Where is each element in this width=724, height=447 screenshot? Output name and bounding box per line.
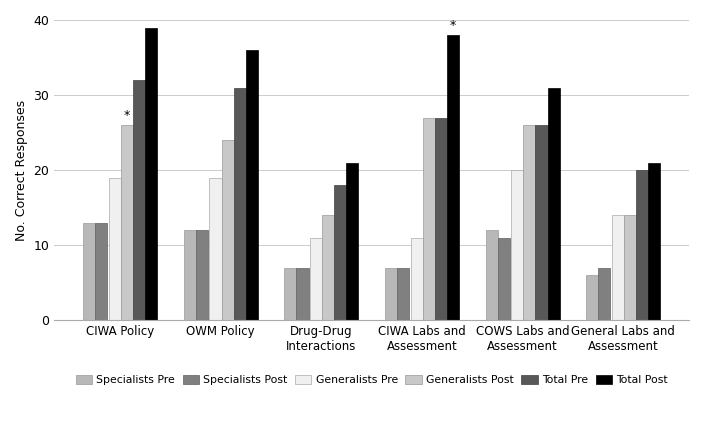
- Bar: [285, 268, 297, 320]
- Bar: [536, 125, 547, 320]
- Bar: [586, 275, 599, 320]
- Bar: [96, 223, 107, 320]
- Bar: [184, 230, 196, 320]
- Bar: [196, 230, 208, 320]
- Bar: [423, 118, 435, 320]
- Bar: [209, 177, 222, 320]
- Bar: [322, 215, 334, 320]
- Bar: [346, 163, 358, 320]
- Bar: [547, 88, 560, 320]
- Bar: [145, 28, 157, 320]
- Bar: [245, 50, 258, 320]
- Legend: Specialists Pre, Specialists Post, Generalists Pre, Generalists Post, Total Pre,: Specialists Pre, Specialists Post, Gener…: [71, 371, 672, 390]
- Text: *: *: [124, 109, 130, 122]
- Bar: [297, 268, 308, 320]
- Y-axis label: No. Correct Responses: No. Correct Responses: [15, 100, 28, 240]
- Bar: [234, 88, 245, 320]
- Bar: [133, 80, 145, 320]
- Bar: [411, 237, 423, 320]
- Bar: [435, 118, 447, 320]
- Bar: [83, 223, 96, 320]
- Bar: [385, 268, 397, 320]
- Bar: [498, 237, 510, 320]
- Bar: [447, 35, 459, 320]
- Bar: [624, 215, 636, 320]
- Bar: [222, 140, 234, 320]
- Bar: [486, 230, 498, 320]
- Bar: [636, 170, 648, 320]
- Bar: [648, 163, 660, 320]
- Text: *: *: [450, 19, 456, 32]
- Bar: [511, 170, 523, 320]
- Bar: [599, 268, 610, 320]
- Bar: [334, 185, 346, 320]
- Bar: [612, 215, 624, 320]
- Bar: [121, 125, 133, 320]
- Bar: [310, 237, 322, 320]
- Bar: [523, 125, 536, 320]
- Bar: [109, 177, 121, 320]
- Bar: [397, 268, 409, 320]
